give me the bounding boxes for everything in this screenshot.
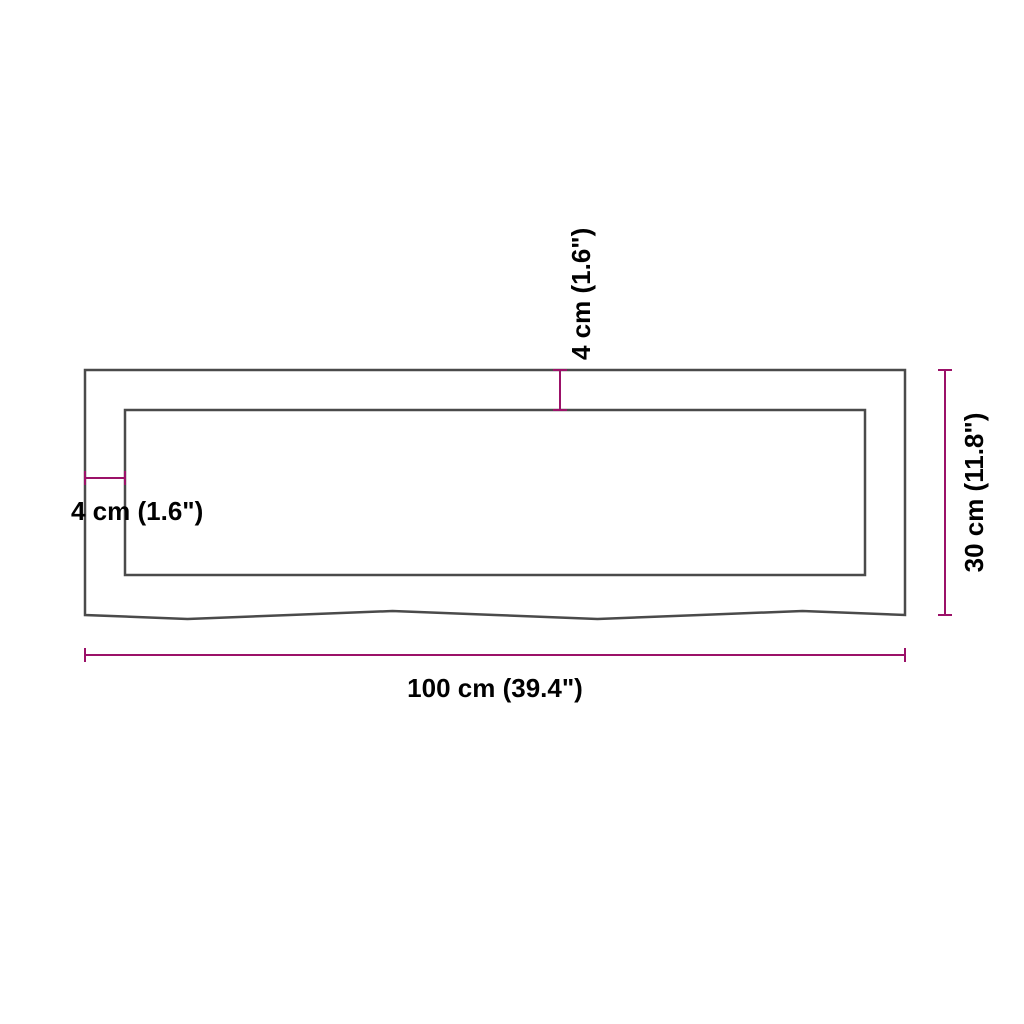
width-label: 100 cm (39.4")	[407, 673, 583, 703]
left-inset-label: 4 cm (1.6")	[71, 496, 203, 526]
dimension-line	[553, 370, 567, 410]
dimension-line	[938, 370, 952, 615]
outer-outline	[85, 370, 905, 619]
dimension-line	[85, 648, 905, 662]
dimension-line	[85, 471, 125, 485]
top-inset-label: 4 cm (1.6")	[566, 228, 596, 360]
height-label: 30 cm (11.8")	[959, 413, 989, 573]
inner-outline	[125, 410, 865, 575]
